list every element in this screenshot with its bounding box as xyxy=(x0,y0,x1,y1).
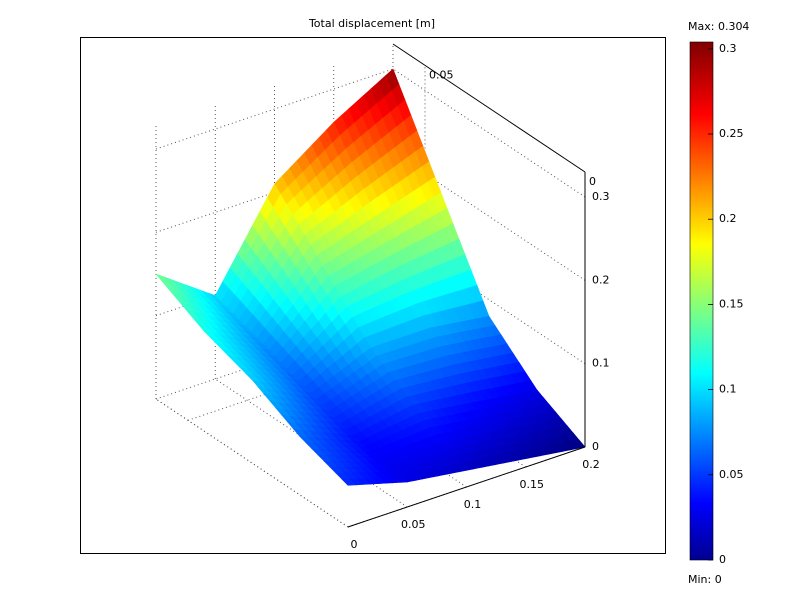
grid-line xyxy=(214,378,408,508)
surface-patch xyxy=(341,478,357,486)
grid-line xyxy=(155,68,394,150)
colorbar-min-label: Min: 0 xyxy=(688,573,722,586)
z-tick-label: 0.3 xyxy=(592,190,610,203)
y-axis xyxy=(392,43,586,173)
x-tick-label: 0.1 xyxy=(464,498,482,511)
colorbar xyxy=(689,41,714,561)
y-tick-label: 0.05 xyxy=(429,68,454,81)
x-tick-label: 0.15 xyxy=(520,478,545,491)
x-tick-label: 0.2 xyxy=(582,458,600,471)
chart-title: Total displacement [m] xyxy=(308,17,435,30)
colorbar-tick-label: 0.15 xyxy=(719,297,744,310)
colorbar-tick-label: 0 xyxy=(719,553,726,566)
x-tick-label: 0 xyxy=(351,538,358,551)
grid-line xyxy=(392,68,586,198)
z-tick-label: 0 xyxy=(592,440,599,453)
z-tick-label: 0.2 xyxy=(592,273,610,286)
plot-frame xyxy=(80,37,666,554)
x-axis xyxy=(347,446,586,528)
y-tick-label: 0 xyxy=(589,175,596,188)
colorbar-tick-label: 0.25 xyxy=(719,127,744,140)
colorbar-tick-label: 0.05 xyxy=(719,468,744,481)
colorbar-tick-label: 0.2 xyxy=(719,212,737,225)
colorbar-tick-label: 0.1 xyxy=(719,383,737,396)
colorbar-tick-label: 0.3 xyxy=(719,42,737,55)
grid-line xyxy=(155,398,349,528)
z-tick-label: 0.1 xyxy=(592,357,610,370)
x-tick-label: 0.05 xyxy=(401,518,426,531)
colorbar-max-label: Max: 0.304 xyxy=(688,20,749,33)
